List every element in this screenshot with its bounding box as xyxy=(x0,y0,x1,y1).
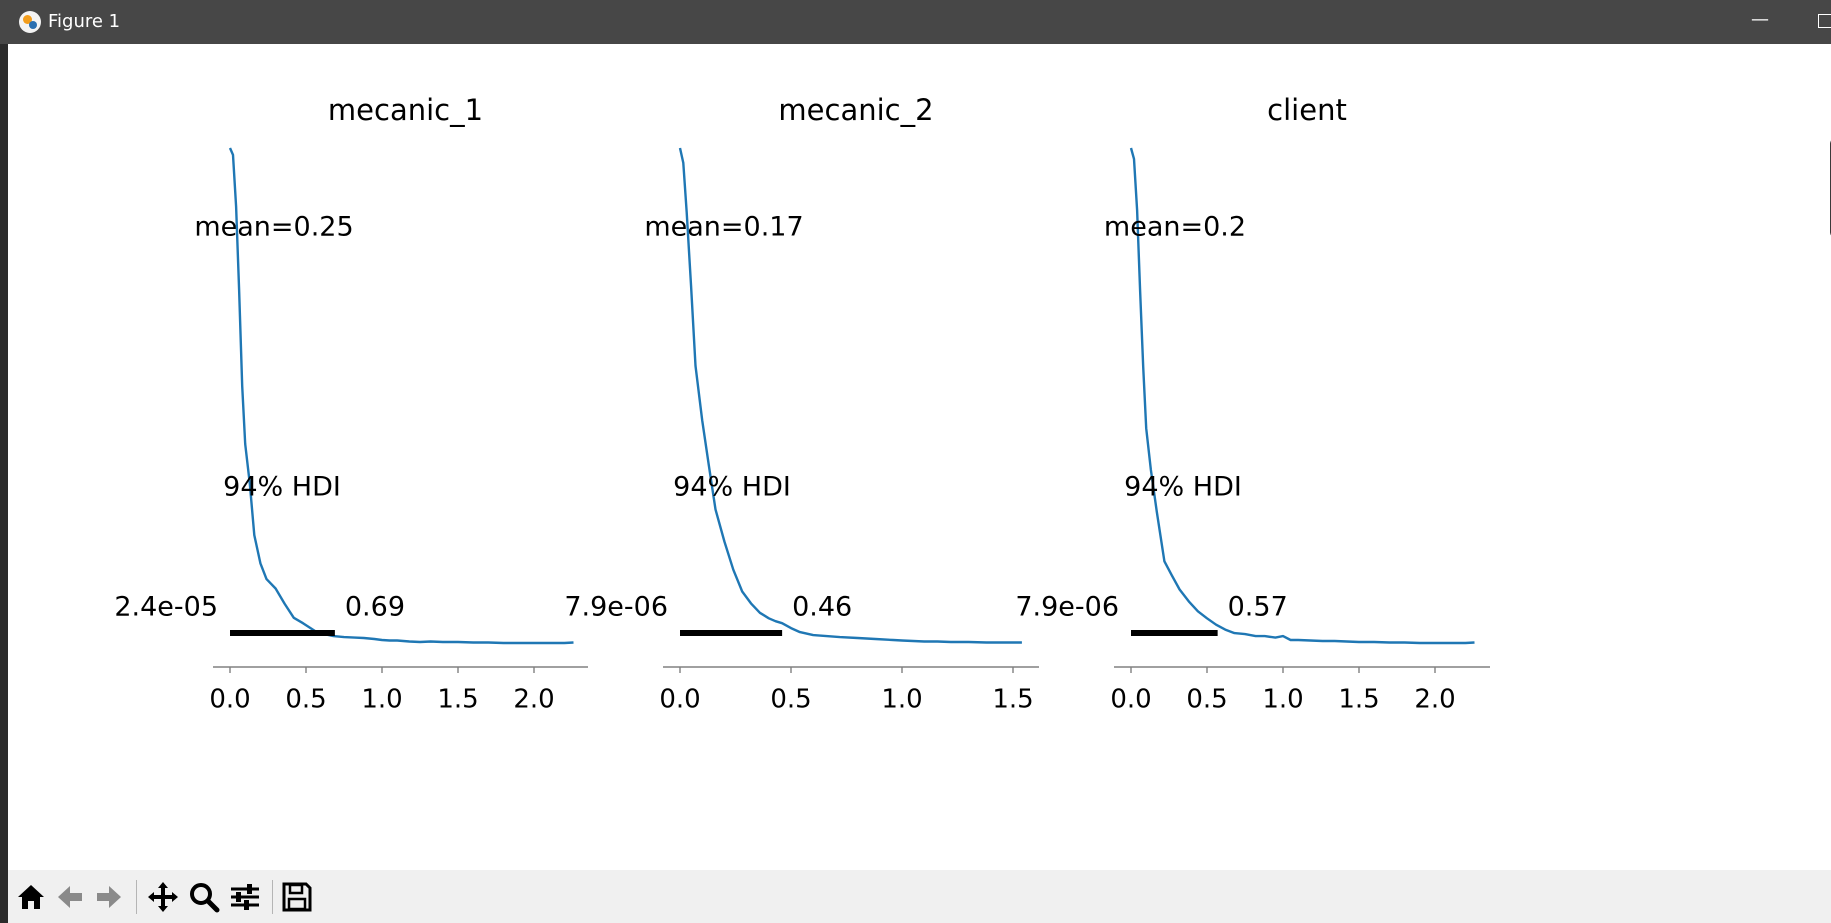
density-curve xyxy=(1129,147,1475,645)
x-tick-label: 0.0 xyxy=(209,685,250,715)
subplot-client: client 0.0 0.5 1.0 1.5 2.0 mean=0.2 94% HDI 7.9e… xyxy=(1015,93,1490,715)
toolbar-separator xyxy=(136,880,137,914)
window-title: Figure 1 xyxy=(48,11,121,32)
x-tick-label: 1.0 xyxy=(361,685,402,715)
figure-canvas[interactable]: mecanic_1 0.0 0.5 1.0 1.5 2.0 mean=0.25 94% HDI… xyxy=(8,44,1831,870)
configure-subplots-icon[interactable] xyxy=(226,878,264,916)
subplot-title: client xyxy=(1267,93,1347,127)
subplot-mecanic_2: mecanic_2 0.0 0.5 1.0 1.5 mean=0.17 94% HDI 7.9… xyxy=(564,93,1039,715)
x-tick-label: 0.5 xyxy=(770,685,811,715)
zoom-icon[interactable] xyxy=(185,878,223,916)
hdi-low-label: 7.9e-06 xyxy=(1015,592,1119,623)
hdi-label: 94% HDI xyxy=(223,472,341,503)
hdi-high-label: 0.69 xyxy=(345,592,405,623)
hdi-high-label: 0.57 xyxy=(1228,592,1288,623)
home-icon[interactable] xyxy=(12,878,50,916)
mean-label: mean=0.25 xyxy=(194,212,353,243)
hdi-low-label: 7.9e-06 xyxy=(564,592,668,623)
toolbar-separator xyxy=(272,880,273,914)
hdi-high-label: 0.46 xyxy=(792,592,852,623)
matplotlib-app-icon xyxy=(19,11,41,33)
back-arrow-icon[interactable] xyxy=(51,878,89,916)
navigation-toolbar xyxy=(8,870,1831,923)
hdi-label: 94% HDI xyxy=(673,472,791,503)
x-tick-label: 1.5 xyxy=(437,685,478,715)
x-tick-label: 1.5 xyxy=(1338,685,1379,715)
minimize-icon[interactable]: — xyxy=(1751,9,1769,30)
hdi-label: 94% HDI xyxy=(1124,472,1242,503)
x-tick-label: 0.5 xyxy=(285,685,326,715)
subplot-title: mecanic_1 xyxy=(328,93,483,127)
mean-label: mean=0.17 xyxy=(644,212,803,243)
mean-label: mean=0.2 xyxy=(1104,212,1246,243)
x-tick-label: 2.0 xyxy=(513,685,554,715)
window-titlebar: Figure 1 — xyxy=(0,0,1831,44)
x-tick-label: 0.0 xyxy=(659,685,700,715)
density-curve xyxy=(678,147,1022,644)
forward-arrow-icon[interactable] xyxy=(90,878,128,916)
x-tick-label: 1.0 xyxy=(1262,685,1303,715)
density-curve xyxy=(228,147,574,645)
pan-icon[interactable] xyxy=(144,878,182,916)
x-tick-label: 1.0 xyxy=(881,685,922,715)
save-icon[interactable] xyxy=(278,878,316,916)
x-tick-label: 0.5 xyxy=(1186,685,1227,715)
x-tick-label: 1.5 xyxy=(992,685,1033,715)
maximize-icon[interactable] xyxy=(1818,14,1831,28)
hdi-low-label: 2.4e-05 xyxy=(114,592,218,623)
x-tick-label: 0.0 xyxy=(1110,685,1151,715)
figure-svg: mecanic_1 0.0 0.5 1.0 1.5 2.0 mean=0.25 94% HDI… xyxy=(114,93,1490,715)
x-tick-label: 2.0 xyxy=(1414,685,1455,715)
subplot-title: mecanic_2 xyxy=(778,93,933,127)
left-edge-strip xyxy=(0,44,8,923)
subplot-mecanic_1: mecanic_1 0.0 0.5 1.0 1.5 2.0 mean=0.25 94% HDI… xyxy=(114,93,588,715)
